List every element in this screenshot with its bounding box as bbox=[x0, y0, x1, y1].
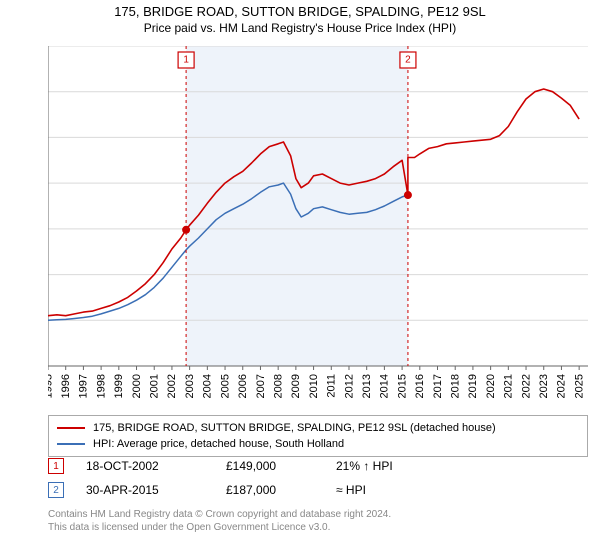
marker-pct-1: 21% ↑ HPI bbox=[336, 459, 466, 473]
marker-pct-2: ≈ HPI bbox=[336, 483, 466, 497]
svg-text:2009: 2009 bbox=[290, 374, 302, 398]
svg-text:2000: 2000 bbox=[131, 374, 143, 398]
marker-date-2: 30-APR-2015 bbox=[86, 483, 226, 497]
marker-table: 1 18-OCT-2002 £149,000 21% ↑ HPI 2 30-AP… bbox=[48, 454, 588, 502]
title-address: 175, BRIDGE ROAD, SUTTON BRIDGE, SPALDIN… bbox=[0, 4, 600, 19]
svg-text:2010: 2010 bbox=[308, 374, 320, 398]
svg-text:2014: 2014 bbox=[379, 374, 391, 398]
svg-text:2021: 2021 bbox=[503, 374, 515, 398]
price-chart: £0£50K£100K£150K£200K£250K£300K£350K1995… bbox=[48, 46, 588, 406]
svg-text:2: 2 bbox=[405, 55, 411, 66]
svg-text:2019: 2019 bbox=[467, 374, 479, 398]
legend: 175, BRIDGE ROAD, SUTTON BRIDGE, SPALDIN… bbox=[48, 415, 588, 457]
svg-text:2022: 2022 bbox=[520, 374, 532, 398]
svg-text:1998: 1998 bbox=[95, 374, 107, 398]
svg-text:2013: 2013 bbox=[361, 374, 373, 398]
marker-row-2: 2 30-APR-2015 £187,000 ≈ HPI bbox=[48, 478, 588, 502]
title-subtitle: Price paid vs. HM Land Registry's House … bbox=[0, 21, 600, 35]
svg-text:1997: 1997 bbox=[78, 374, 90, 398]
legend-swatch-property bbox=[57, 427, 85, 429]
svg-text:2023: 2023 bbox=[538, 374, 550, 398]
marker-box-2: 2 bbox=[48, 482, 64, 498]
svg-text:1: 1 bbox=[183, 55, 189, 66]
svg-text:2018: 2018 bbox=[450, 374, 462, 398]
svg-text:2006: 2006 bbox=[237, 374, 249, 398]
marker-num-2: 2 bbox=[53, 485, 59, 496]
legend-swatch-hpi bbox=[57, 443, 85, 445]
marker-num-1: 1 bbox=[53, 461, 59, 472]
svg-text:2002: 2002 bbox=[166, 374, 178, 398]
svg-text:2017: 2017 bbox=[432, 374, 444, 398]
footer-line-2: This data is licensed under the Open Gov… bbox=[48, 521, 588, 534]
legend-label-hpi: HPI: Average price, detached house, Sout… bbox=[93, 438, 344, 450]
svg-text:2016: 2016 bbox=[414, 374, 426, 398]
svg-text:2005: 2005 bbox=[219, 374, 231, 398]
svg-text:2012: 2012 bbox=[343, 374, 355, 398]
legend-item-hpi: HPI: Average price, detached house, Sout… bbox=[57, 436, 579, 452]
svg-text:2008: 2008 bbox=[272, 374, 284, 398]
legend-label-property: 175, BRIDGE ROAD, SUTTON BRIDGE, SPALDIN… bbox=[93, 422, 496, 434]
marker-row-1: 1 18-OCT-2002 £149,000 21% ↑ HPI bbox=[48, 454, 588, 478]
marker-price-1: £149,000 bbox=[226, 459, 336, 473]
marker-date-1: 18-OCT-2002 bbox=[86, 459, 226, 473]
svg-text:2004: 2004 bbox=[202, 374, 214, 398]
svg-text:2007: 2007 bbox=[255, 374, 267, 398]
footer-attribution: Contains HM Land Registry data © Crown c… bbox=[48, 508, 588, 534]
svg-text:2025: 2025 bbox=[573, 374, 585, 398]
legend-item-property: 175, BRIDGE ROAD, SUTTON BRIDGE, SPALDIN… bbox=[57, 420, 579, 436]
svg-text:2015: 2015 bbox=[396, 374, 408, 398]
marker-box-1: 1 bbox=[48, 458, 64, 474]
svg-text:2020: 2020 bbox=[485, 374, 497, 398]
marker-price-2: £187,000 bbox=[226, 483, 336, 497]
svg-text:2024: 2024 bbox=[556, 374, 568, 398]
svg-text:1999: 1999 bbox=[113, 374, 125, 398]
svg-text:2011: 2011 bbox=[326, 374, 338, 398]
svg-text:2003: 2003 bbox=[184, 374, 196, 398]
footer-line-1: Contains HM Land Registry data © Crown c… bbox=[48, 508, 588, 521]
svg-text:2001: 2001 bbox=[149, 374, 161, 398]
svg-text:1996: 1996 bbox=[60, 374, 72, 398]
svg-text:1995: 1995 bbox=[48, 374, 54, 398]
